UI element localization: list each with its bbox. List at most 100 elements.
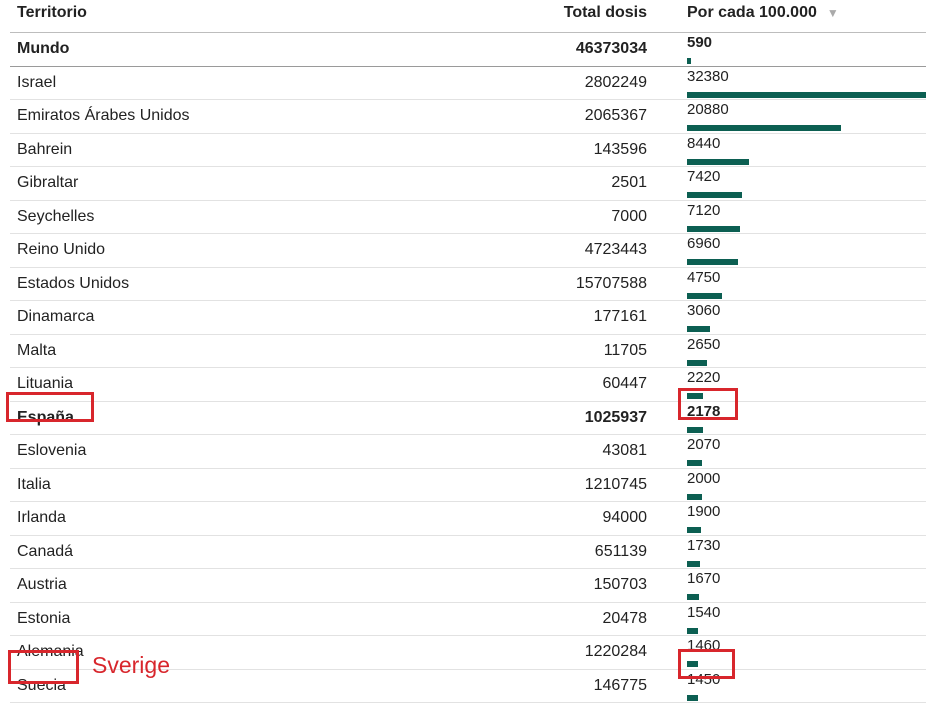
table-row: Lituania 60447 2220 (10, 368, 926, 402)
per-100k-value: 3060 (687, 302, 720, 319)
per-100k-bar (687, 58, 691, 64)
table-row: Austria 150703 1670 (10, 569, 926, 603)
vaccination-table: Territorio Total dosis Por cada 100.000 ▼… (10, 0, 926, 703)
total-doses-value: 43081 (603, 442, 648, 460)
per-100k-value: 2000 (687, 470, 720, 487)
per-100k-value: 1670 (687, 570, 720, 587)
per-100k-bar (687, 125, 841, 131)
column-header-territory[interactable]: Territorio (17, 4, 87, 22)
territory-name: Canadá (17, 543, 73, 561)
per-100k-bar (687, 259, 738, 265)
per-100k-bar (687, 427, 703, 433)
territory-name: Estados Unidos (17, 275, 129, 293)
highlight-box-suecia-name (8, 650, 79, 684)
total-doses-value: 146775 (594, 677, 647, 695)
total-doses-value: 94000 (603, 509, 648, 527)
table-row: Dinamarca 177161 3060 (10, 301, 926, 335)
total-doses-value: 2065367 (585, 107, 647, 125)
table-row: Gibraltar 2501 7420 (10, 167, 926, 201)
table-row: Israel 2802249 32380 (10, 67, 926, 101)
table-row: Seychelles 7000 7120 (10, 201, 926, 235)
territory-name: Reino Unido (17, 241, 105, 259)
total-doses-value: 2802249 (585, 74, 647, 92)
territory-name: Lituania (17, 375, 73, 393)
per-100k-bar (687, 192, 742, 198)
per-100k-value: 4750 (687, 269, 720, 286)
total-doses-value: 177161 (594, 308, 647, 326)
column-header-per-100k[interactable]: Por cada 100.000 ▼ (687, 4, 839, 22)
total-doses-value: 1220284 (585, 643, 647, 661)
total-doses-value: 143596 (594, 141, 647, 159)
highlight-box-espana-rate (678, 388, 738, 420)
per-100k-value: 7420 (687, 168, 720, 185)
table-row: Eslovenia 43081 2070 (10, 435, 926, 469)
column-header-per-100k-label: Por cada 100.000 (687, 4, 817, 21)
per-100k-bar (687, 293, 722, 299)
table-body: Mundo 46373034 590 Israel 2802249 32380 Emirat… (10, 33, 926, 703)
territory-name: Emiratos Árabes Unidos (17, 107, 190, 125)
territory-name: Dinamarca (17, 308, 94, 326)
total-doses-value: 7000 (611, 208, 647, 226)
total-doses-value: 2501 (611, 174, 647, 192)
total-doses-value: 60447 (603, 375, 648, 393)
territory-name: Seychelles (17, 208, 94, 226)
per-100k-value: 7120 (687, 202, 720, 219)
per-100k-bar (687, 360, 707, 366)
per-100k-bar (687, 159, 749, 165)
table-row: Reino Unido 4723443 6960 (10, 234, 926, 268)
territory-name: Italia (17, 476, 51, 494)
territory-name: Israel (17, 74, 56, 92)
total-doses-value: 11705 (604, 342, 647, 360)
per-100k-bar (687, 561, 700, 567)
territory-name: Eslovenia (17, 442, 86, 460)
territory-name: Mundo (17, 40, 69, 58)
total-doses-value: 46373034 (576, 40, 647, 58)
per-100k-bar (687, 628, 698, 634)
total-doses-value: 1025937 (585, 409, 647, 427)
total-doses-value: 651139 (595, 543, 647, 561)
sort-desc-icon[interactable]: ▼ (827, 6, 839, 20)
per-100k-value: 2650 (687, 336, 720, 353)
territory-name: Malta (17, 342, 56, 360)
per-100k-bar (687, 460, 702, 466)
highlight-box-suecia-rate (678, 649, 735, 679)
per-100k-bar (687, 226, 740, 232)
annotation-sverige: Sverige (92, 652, 170, 679)
per-100k-value: 32380 (687, 68, 729, 85)
total-doses-value: 1210745 (585, 476, 647, 494)
table-row: Canadá 651139 1730 (10, 536, 926, 570)
total-doses-value: 150703 (594, 576, 647, 594)
table-row: Estados Unidos 15707588 4750 (10, 268, 926, 302)
per-100k-bar (687, 594, 699, 600)
table-row: Irlanda 94000 1900 (10, 502, 926, 536)
table-row: Emiratos Árabes Unidos 2065367 20880 (10, 100, 926, 134)
territory-name: Gibraltar (17, 174, 78, 192)
per-100k-value: 6960 (687, 235, 720, 252)
column-header-total-doses[interactable]: Total dosis (564, 4, 647, 22)
table-row: Malta 11705 2650 (10, 335, 926, 369)
per-100k-value: 1730 (687, 537, 720, 554)
table-row: Mundo 46373034 590 (10, 33, 926, 67)
territory-name: Estonia (17, 610, 70, 628)
table-row: Italia 1210745 2000 (10, 469, 926, 503)
total-doses-value: 4723443 (585, 241, 647, 259)
territory-name: Bahrein (17, 141, 72, 159)
per-100k-value: 2220 (687, 369, 720, 386)
table-row: Bahrein 143596 8440 (10, 134, 926, 168)
per-100k-value: 8440 (687, 135, 720, 152)
per-100k-bar (687, 326, 710, 332)
per-100k-value: 1540 (687, 604, 720, 621)
highlight-box-espana-name (6, 392, 94, 422)
per-100k-bar (687, 92, 926, 98)
per-100k-value: 2070 (687, 436, 720, 453)
territory-name: Irlanda (17, 509, 66, 527)
total-doses-value: 15707588 (576, 275, 647, 293)
per-100k-bar (687, 527, 701, 533)
per-100k-value: 20880 (687, 101, 729, 118)
territory-name: Austria (17, 576, 67, 594)
per-100k-value: 1900 (687, 503, 720, 520)
per-100k-bar (687, 695, 698, 701)
per-100k-value: 590 (687, 34, 712, 51)
